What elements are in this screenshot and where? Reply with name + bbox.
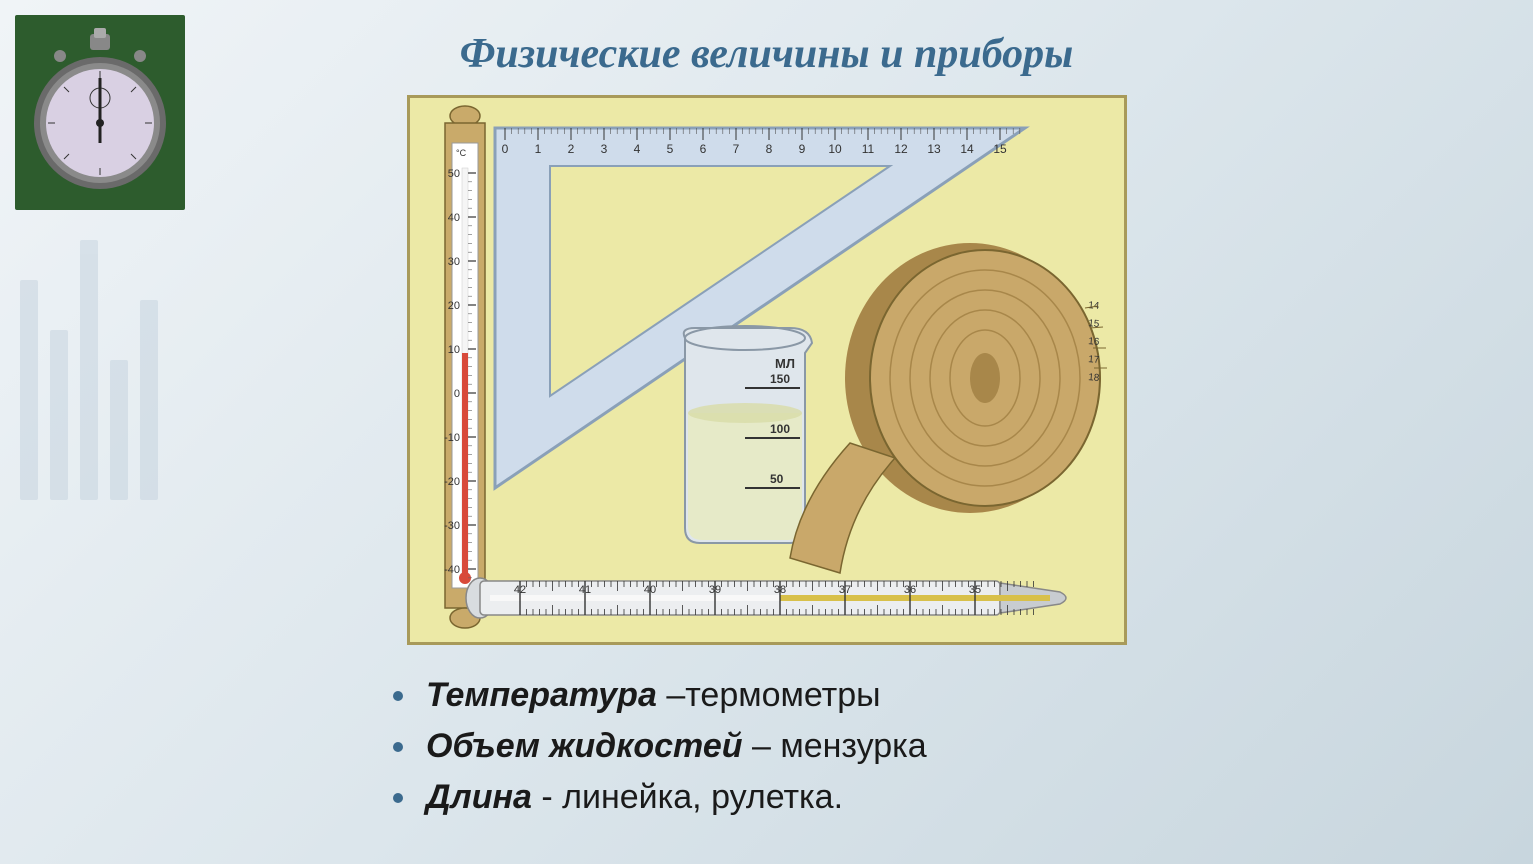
instruments-svg: 0123456789101112131415 °C 50403020100-10… (410, 98, 1124, 642)
svg-text:13: 13 (927, 142, 941, 156)
svg-text:0: 0 (453, 388, 459, 400)
svg-text:30: 30 (447, 256, 459, 268)
svg-text:7: 7 (732, 142, 739, 156)
svg-text:14: 14 (960, 142, 974, 156)
svg-text:20: 20 (447, 300, 459, 312)
svg-text:6: 6 (699, 142, 706, 156)
svg-text:37: 37 (838, 584, 850, 596)
svg-text:14: 14 (1087, 300, 1099, 312)
svg-text:8: 8 (765, 142, 772, 156)
svg-text:4: 4 (633, 142, 640, 156)
svg-text:150: 150 (770, 372, 790, 386)
stopwatch-icon (30, 28, 170, 198)
wall-thermometer-icon: °C 50 40 30 20 10 0 -10 -20 -30 -40 (444, 106, 485, 628)
deco-bar (80, 240, 98, 500)
medical-thermometer-icon: 42 41 40 39 38 37 36 35 (466, 578, 1066, 618)
svg-text:15: 15 (1087, 318, 1099, 330)
svg-text:16: 16 (1087, 336, 1099, 348)
svg-text:0: 0 (501, 142, 508, 156)
svg-text:2: 2 (567, 142, 574, 156)
svg-text:50: 50 (447, 168, 459, 180)
beaker-icon: МЛ 150 100 50 (683, 326, 811, 543)
svg-text:-20: -20 (444, 476, 460, 488)
svg-text:-40: -40 (444, 564, 460, 576)
deco-bar (20, 280, 38, 500)
svg-text:5: 5 (666, 142, 673, 156)
svg-text:9: 9 (798, 142, 805, 156)
svg-text:40: 40 (447, 212, 459, 224)
svg-text:МЛ: МЛ (775, 356, 795, 371)
deco-bar (50, 330, 68, 500)
decorative-bars (20, 240, 158, 500)
svg-text:39: 39 (708, 584, 720, 596)
svg-text:11: 11 (861, 142, 874, 156)
svg-text:1: 1 (534, 142, 541, 156)
svg-text:10: 10 (447, 344, 459, 356)
svg-text:50: 50 (770, 472, 784, 486)
stopwatch-panel (15, 15, 185, 210)
svg-text:10: 10 (828, 142, 842, 156)
svg-text:42: 42 (513, 584, 525, 596)
svg-text:40: 40 (643, 584, 655, 596)
svg-text:12: 12 (894, 142, 908, 156)
svg-text:15: 15 (993, 142, 1007, 156)
svg-text:3: 3 (600, 142, 607, 156)
bullet-item: Объем жидкостей – мензурка (420, 721, 927, 772)
deco-bar (140, 300, 158, 500)
bullet-item: Длина - линейка, рулетка. (420, 772, 927, 823)
svg-text:-30: -30 (444, 520, 460, 532)
svg-text:36: 36 (903, 584, 915, 596)
svg-text:°C: °C (456, 148, 467, 158)
svg-text:17: 17 (1087, 354, 1099, 366)
svg-text:18: 18 (1087, 372, 1099, 384)
deco-bar (110, 360, 128, 500)
svg-text:41: 41 (578, 584, 590, 596)
svg-text:100: 100 (770, 422, 790, 436)
svg-text:35: 35 (968, 584, 980, 596)
bullet-item: Температура –термометры (420, 670, 927, 721)
svg-text:38: 38 (773, 584, 785, 596)
bullet-list: Температура –термометрыОбъем жидкостей –… (390, 670, 927, 823)
instruments-illustration: 0123456789101112131415 °C 50403020100-10… (407, 95, 1127, 645)
tape-measure-icon: 14 15 16 17 18 (790, 243, 1107, 573)
page-title: Физические величины и приборы (460, 30, 1074, 78)
svg-text:-10: -10 (444, 432, 460, 444)
